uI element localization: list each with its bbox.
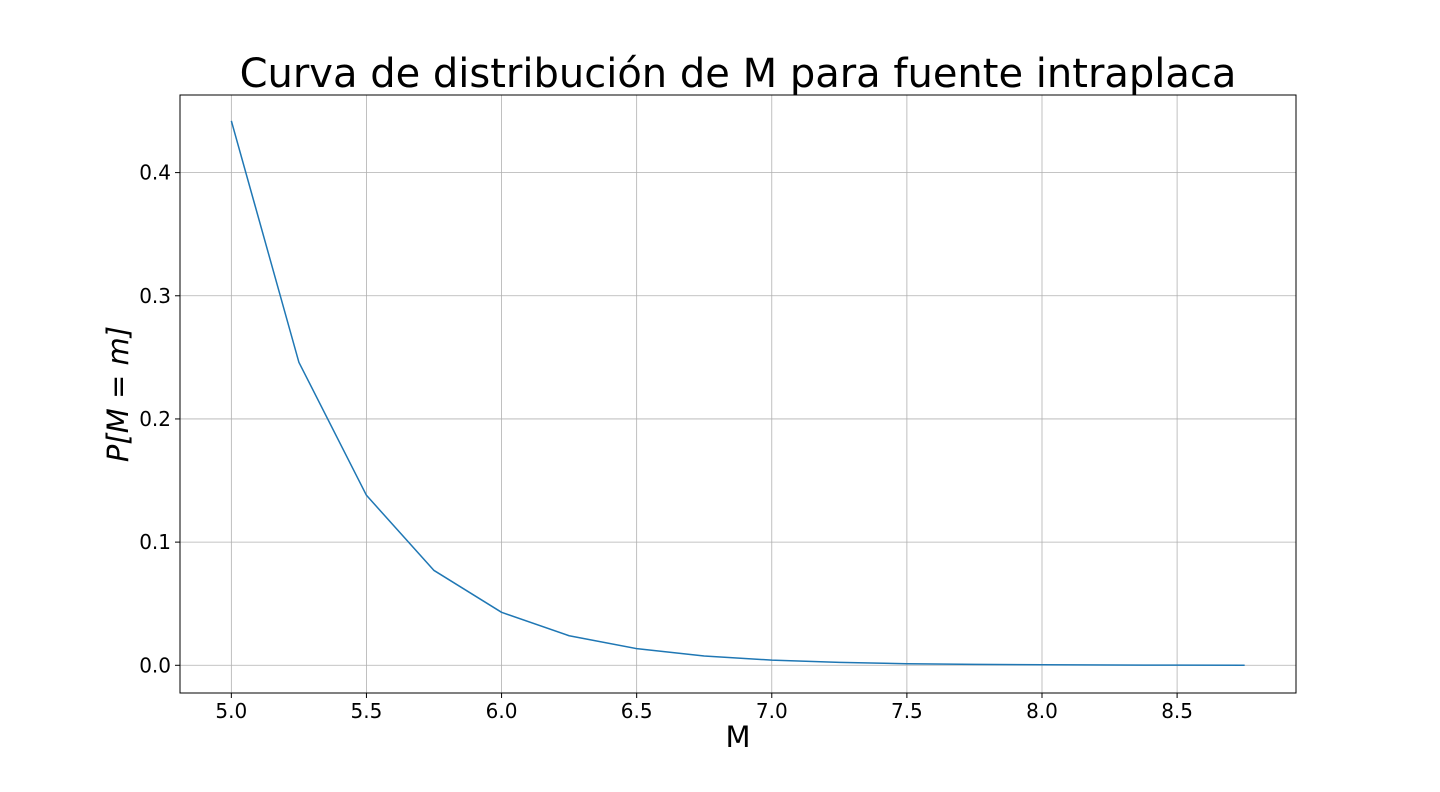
x-tick-label: 8.0 xyxy=(1026,699,1058,723)
x-tick-label: 8.5 xyxy=(1161,699,1193,723)
y-tick-label: 0.3 xyxy=(139,284,171,308)
x-tick-label: 6.0 xyxy=(486,699,518,723)
x-tick-label: 5.0 xyxy=(215,699,247,723)
grid xyxy=(180,95,1296,693)
x-tick-label: 6.5 xyxy=(621,699,653,723)
x-tick-label: 5.5 xyxy=(351,699,383,723)
x-tick-label: 7.0 xyxy=(756,699,788,723)
x-axis-label: M xyxy=(725,720,750,754)
y-tick-label: 0.0 xyxy=(139,653,171,677)
y-tick-label: 0.4 xyxy=(139,161,171,185)
chart-title: Curva de distribución de M para fuente i… xyxy=(240,51,1237,97)
series-line xyxy=(230,120,1245,667)
y-tick-label: 0.1 xyxy=(139,530,171,554)
y-tick-label: 0.2 xyxy=(139,407,171,431)
series-layer xyxy=(230,120,1245,667)
y-axis-label: P[M = m] xyxy=(101,326,135,462)
y-axis-ticks: 0.0 0.1 0.2 0.3 0.4 xyxy=(139,161,180,677)
x-axis-ticks: 5.0 5.5 6.0 6.5 7.0 7.5 8.0 8.5 xyxy=(215,693,1193,723)
plot-frame xyxy=(179,94,1297,694)
x-tick-label: 7.5 xyxy=(891,699,923,723)
